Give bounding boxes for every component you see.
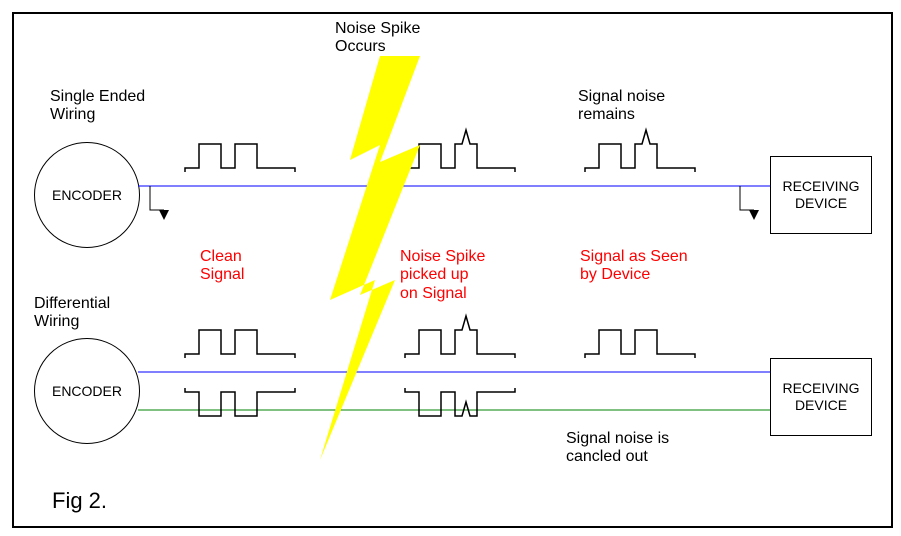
- svg-layer: [0, 0, 901, 536]
- diagram-root: Noise Spike Occurs Single Ended Wiring D…: [0, 0, 901, 536]
